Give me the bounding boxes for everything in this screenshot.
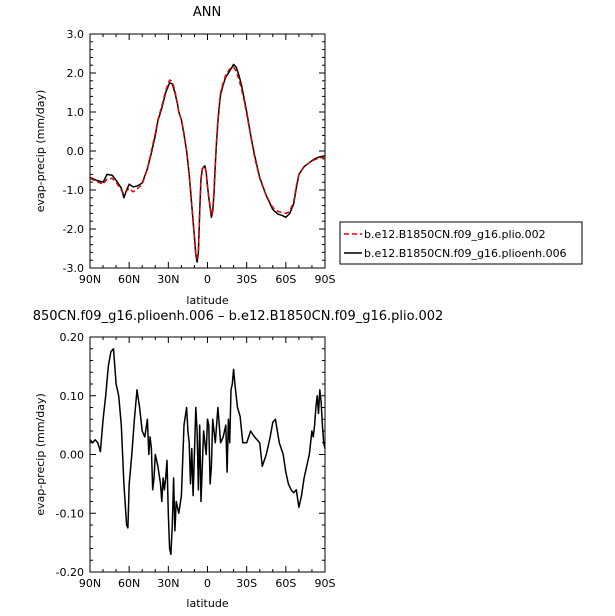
chart1-x-tick-label: 30S <box>236 273 257 286</box>
chart2-title: 850CN.f09_g16.plioenh.006 – b.e12.B1850C… <box>33 309 444 324</box>
chart1-y-tick-label: 1.0 <box>67 106 85 119</box>
chart1-series-line-2 <box>89 63 326 263</box>
chart2-y-tick-label: 0.20 <box>60 331 85 344</box>
chart1-y-tick-label: -3.0 <box>63 262 84 275</box>
chart1-legend-label-2: b.e12.B1850CN.f09_g16.plioenh.006 <box>364 247 567 260</box>
chart1-legend-label-1: b.e12.B1850CN.f09_g16.plio.002 <box>364 228 546 241</box>
chart1-plot-frame <box>89 33 326 269</box>
chart1-legend-box <box>339 221 583 265</box>
chart2-y-tick-label: 0.00 <box>60 449 85 462</box>
chart1-x-tick-label: 90S <box>315 273 336 286</box>
chart2-x-tick-label: 30N <box>157 577 179 590</box>
chart1-y-tick-label: -1.0 <box>63 184 84 197</box>
chart2-y-tick-label: -0.20 <box>56 566 84 579</box>
chart2-x-tick-label: 60N <box>118 577 140 590</box>
chart2-y-axis-label: evap-precip (mm/day) <box>34 393 47 516</box>
chart1-x-tick-label: 30N <box>157 273 179 286</box>
chart1-x-tick-label: 60N <box>118 273 140 286</box>
chart1-y-tick-label: 2.0 <box>67 67 85 80</box>
chart2-y-tick-label: 0.10 <box>60 390 85 403</box>
chart1-y-axis-label: evap-precip (mm/day) <box>34 90 47 213</box>
chart2-y-tick-label: -0.10 <box>56 507 84 520</box>
chart1-title: ANN <box>193 5 221 20</box>
chart1-y-tick-label: -2.0 <box>63 223 84 236</box>
chart2-x-tick-label: 90N <box>79 577 101 590</box>
chart2-x-tick-label: 90S <box>315 577 336 590</box>
chart1-y-tick-label: 0.0 <box>67 145 85 158</box>
chart1-x-tick-label: 90N <box>79 273 101 286</box>
chart2-series-line-1 <box>89 348 326 556</box>
chart1-x-tick-label: 0 <box>204 273 211 286</box>
chart1-y-tick-label: 3.0 <box>67 28 85 41</box>
chart1-x-axis-label: latitude <box>186 294 228 307</box>
chart2-x-tick-label: 30S <box>236 577 257 590</box>
chart2-x-tick-label: 60S <box>275 577 296 590</box>
chart1-series-line-1 <box>89 66 326 260</box>
chart2-x-tick-label: 0 <box>204 577 211 590</box>
chart2-x-axis-label: latitude <box>186 597 228 610</box>
chart2-plot-frame <box>89 336 326 573</box>
chart1-x-tick-label: 60S <box>275 273 296 286</box>
